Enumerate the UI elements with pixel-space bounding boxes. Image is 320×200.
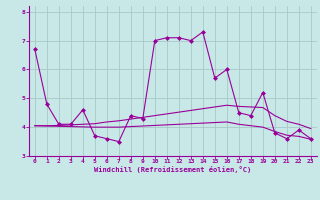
- X-axis label: Windchill (Refroidissement éolien,°C): Windchill (Refroidissement éolien,°C): [94, 166, 252, 173]
